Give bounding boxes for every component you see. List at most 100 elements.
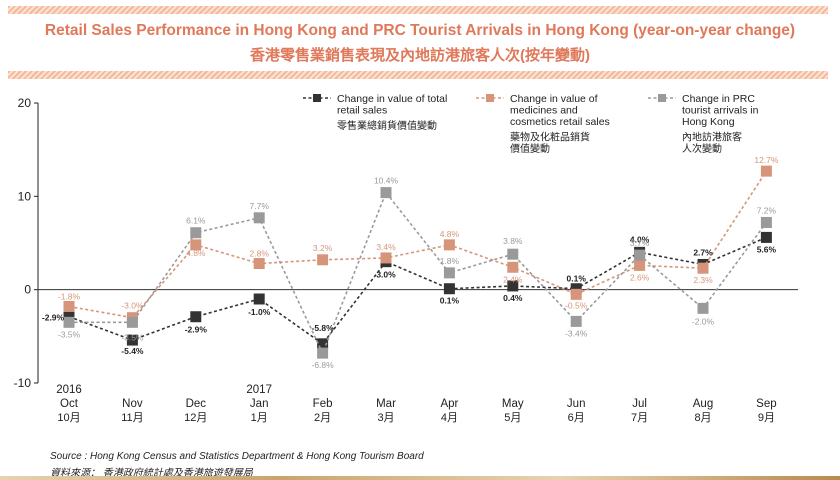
x-tick-label-english: Oct (60, 398, 79, 410)
data-point-prc (253, 212, 265, 224)
decorative-footer-strip (0, 476, 840, 480)
data-label-total: 2.7% (693, 247, 713, 257)
source-note-chinese: 資料來源： 香港政府統計處及香港旅遊發展局 (50, 468, 253, 479)
x-tick-label-english: Jun (567, 398, 586, 410)
legend-label-english-total: Change in value of total (337, 93, 447, 105)
data-point-total (507, 280, 519, 292)
data-label-total: -2.9% (42, 313, 65, 323)
legend-label-english-medicines: Change in value of (510, 93, 598, 105)
legend-label-english-total: retail sales (337, 105, 387, 117)
data-point-prc (317, 347, 329, 359)
data-label-total: -5.8% (311, 323, 334, 333)
data-point-total (190, 311, 202, 323)
data-label-total: 3.0% (376, 270, 396, 280)
x-tick-label-chinese: 7月 (631, 412, 648, 424)
data-label-prc: -3.4% (565, 328, 588, 338)
data-point-total (126, 334, 138, 346)
data-label-prc: -6.8% (311, 360, 334, 370)
legend-label-chinese-prc: 內地訪港旅客 (682, 131, 742, 144)
source-note-english: Source : Hong Kong Census and Statistics… (50, 451, 424, 462)
data-point-medicines (317, 254, 329, 266)
legend-marker-total (313, 94, 321, 102)
data-point-medicines (190, 239, 202, 251)
x-tick-label-chinese: 4月 (441, 412, 458, 424)
data-label-medicines: 2.6% (630, 272, 650, 282)
data-label-medicines: -0.5% (565, 300, 588, 310)
x-tick-label-english: Jan (250, 398, 269, 410)
data-point-medicines (380, 252, 392, 264)
legend-marker-prc (658, 94, 666, 102)
data-label-medicines: 3.4% (376, 242, 396, 252)
data-point-medicines (253, 258, 265, 270)
data-label-prc: 7.7% (250, 201, 270, 211)
chart-title-english: Retail Sales Performance in Hong Kong an… (44, 22, 796, 39)
data-point-total (253, 293, 265, 305)
data-label-medicines: 4.8% (440, 229, 460, 239)
data-point-total (570, 283, 582, 295)
data-point-prc (380, 187, 392, 199)
data-label-prc: 10.4% (374, 176, 399, 186)
legend-label-english-prc: Change in PRC (682, 93, 755, 105)
data-label-medicines: 2.4% (503, 274, 523, 284)
data-point-medicines (63, 300, 75, 312)
data-point-total (317, 338, 329, 350)
data-label-medicines: 3.2% (313, 243, 333, 253)
legend-label-english-prc: tourist arrivals in (682, 105, 759, 117)
data-point-prc (443, 267, 455, 279)
data-label-total: 5.6% (757, 244, 777, 254)
y-tick-label: 10 (18, 189, 32, 203)
x-tick-label-chinese: 11月 (121, 412, 143, 424)
y-tick-label: 0 (24, 283, 31, 297)
x-tick-label-chinese: 12月 (184, 412, 207, 424)
data-point-prc (634, 249, 646, 261)
data-label-prc: 3.8% (503, 236, 523, 246)
x-tick-label-chinese: 2月 (314, 412, 331, 424)
data-label-total: -1.0% (248, 307, 271, 317)
decorative-band-top (8, 6, 828, 14)
x-tick-label-english: Dec (186, 398, 207, 410)
x-tick-label-chinese: 8月 (694, 412, 711, 424)
x-tick-label-chinese: 3月 (377, 412, 394, 424)
series-line-prc (69, 191, 768, 356)
data-label-prc: 6.1% (186, 216, 206, 226)
data-point-total (63, 311, 75, 323)
data-label-prc: 3.7% (630, 238, 650, 248)
legend-label-chinese-medicines: 藥物及化粧品銷貨 (510, 131, 590, 144)
x-tick-label-chinese: 6月 (568, 412, 585, 424)
legend-marker-medicines (486, 94, 494, 102)
x-tick-label-english: Mar (376, 398, 396, 410)
legend-label-english-medicines: medicines and (510, 105, 578, 117)
data-point-prc (190, 227, 202, 239)
data-point-total (443, 283, 455, 295)
x-tick-label-english: May (502, 398, 524, 410)
data-label-medicines: -1.8% (58, 291, 81, 301)
line-chart: -10 0 10 20 2016 Oct 10月 Nov 11月 Dec 12月 2017 Jan 1月 F… (14, 93, 798, 424)
x-tick-label-chinese: 5月 (504, 412, 521, 424)
data-point-prc (697, 302, 709, 314)
data-label-total: 4.0% (630, 234, 650, 244)
x-tick-label-english: Sep (756, 398, 776, 410)
data-label-medicines: 2.8% (250, 249, 270, 259)
x-tick-label-chinese: 9月 (758, 412, 775, 424)
decorative-band-bottom (8, 71, 828, 79)
data-point-medicines (697, 262, 709, 274)
data-point-prc (570, 315, 582, 327)
data-label-medicines: 2.3% (693, 275, 713, 285)
x-tick-label-english: Feb (313, 398, 333, 410)
data-point-prc (63, 316, 75, 328)
series-line-medicines (68, 170, 768, 319)
data-label-medicines: 12.7% (754, 155, 779, 165)
data-label-medicines: 4.8% (186, 248, 206, 258)
data-point-total (760, 231, 772, 243)
data-label-prc: -3.5% (58, 329, 81, 339)
x-tick-label-chinese: 10月 (57, 412, 80, 424)
legend-label-english-medicines: cosmetics retail sales (510, 116, 610, 128)
x-tick-label-english: Jul (632, 398, 647, 410)
legend-label-english-prc: Hong Kong (682, 116, 735, 128)
data-point-prc (507, 248, 519, 260)
data-point-medicines (507, 261, 519, 273)
legend-label-chinese-medicines: 價值變動 (510, 142, 550, 155)
data-label-prc: -3.5% (121, 332, 144, 342)
legend-label-chinese-prc: 人次變動 (682, 142, 722, 155)
series-line-total (68, 236, 767, 345)
